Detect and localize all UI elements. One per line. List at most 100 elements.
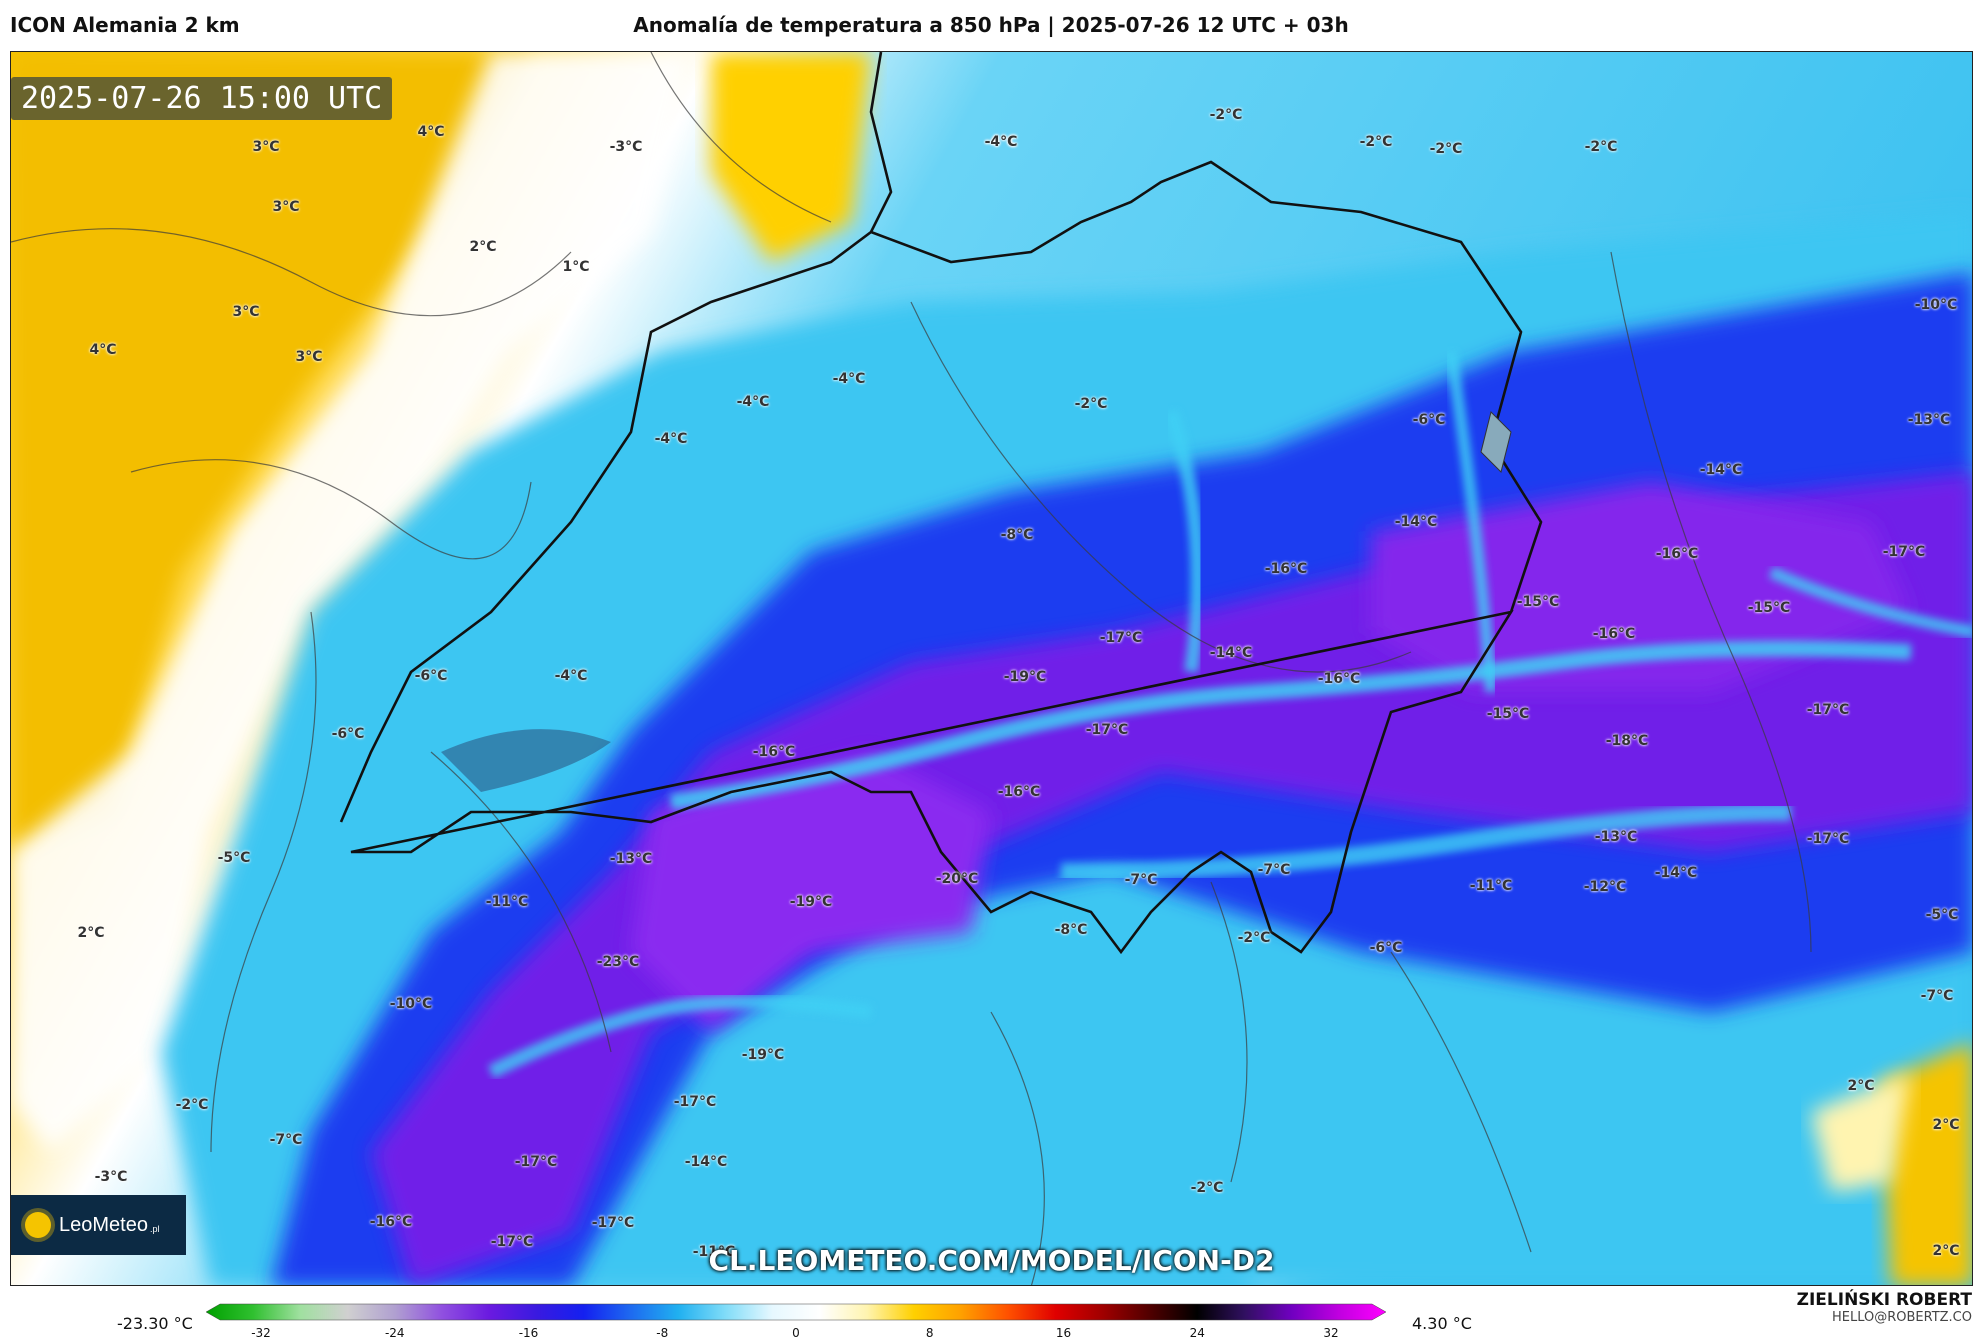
temperature-label: -2°C xyxy=(1074,396,1108,412)
temperature-label: -16°C xyxy=(369,1214,413,1230)
temperature-label: -7°C xyxy=(1920,988,1954,1004)
temperature-label: -17°C xyxy=(514,1154,558,1170)
temperature-label: -16°C xyxy=(997,784,1041,800)
temperature-label: -17°C xyxy=(673,1094,717,1110)
temperature-label: -2°C xyxy=(1190,1180,1224,1196)
temperature-label: -19°C xyxy=(1003,669,1047,685)
temperature-label: -17°C xyxy=(1085,722,1129,738)
colorbar-tick-label: 0 xyxy=(792,1326,800,1340)
temperature-label: -4°C xyxy=(554,668,588,684)
temperature-label: -7°C xyxy=(269,1132,303,1148)
author-name: ZIELIŃSKI ROBERT xyxy=(1796,1290,1972,1310)
temperature-label: 2°C xyxy=(469,239,497,255)
temperature-label: -6°C xyxy=(331,726,365,742)
colorbar: -23.30 °C -32 -24 -16 -8 0 8 16 24 32 4.30 °C xyxy=(0,1298,1982,1340)
temperature-label: -14°C xyxy=(1699,462,1743,478)
temperature-label: -8°C xyxy=(1000,527,1034,543)
temperature-label: -11°C xyxy=(485,894,529,910)
temperature-label: -10°C xyxy=(1914,297,1958,313)
temperature-label: 3°C xyxy=(232,304,260,320)
temperature-label: 1°C xyxy=(562,259,590,275)
colorbar-tick-label: -24 xyxy=(384,1326,405,1340)
temperature-label: -5°C xyxy=(217,850,251,866)
temperature-label: 2°C xyxy=(1932,1243,1960,1259)
temperature-label: -16°C xyxy=(1592,626,1636,642)
temperature-label: -2°C xyxy=(1429,141,1463,157)
temperature-label: -2°C xyxy=(1209,107,1243,123)
temperature-label: 3°C xyxy=(272,199,300,215)
temperature-label: -16°C xyxy=(1655,546,1699,562)
temperature-label: -14°C xyxy=(1209,645,1253,661)
leometeo-logo: LeoMeteo .pl xyxy=(11,1195,186,1255)
temperature-label: 4°C xyxy=(89,342,117,358)
temperature-label: -8°C xyxy=(1054,922,1088,938)
colorbar-tick-label: 16 xyxy=(1055,1326,1072,1340)
temperature-label: -11°C xyxy=(1469,878,1513,894)
colorbar-tick-label: 32 xyxy=(1323,1326,1339,1340)
temperature-label: -23°C xyxy=(596,954,640,970)
anomaly-field xyxy=(11,52,1972,1285)
logo-text: LeoMeteo xyxy=(59,1213,148,1236)
colorbar-max-label: 4.30 °C xyxy=(1412,1314,1472,1333)
temperature-label: -17°C xyxy=(1806,702,1850,718)
temperature-label: -7°C xyxy=(1124,872,1158,888)
colorbar-min-label: -23.30 °C xyxy=(117,1314,193,1333)
temperature-label: -2°C xyxy=(1359,134,1393,150)
temperature-label: -15°C xyxy=(1516,594,1560,610)
temperature-label: -6°C xyxy=(1412,412,1446,428)
temperature-label: -15°C xyxy=(1486,706,1530,722)
temperature-label: 4°C xyxy=(417,124,445,140)
credit: ZIELIŃSKI ROBERT HELLO@ROBERTZ.CO xyxy=(1797,1290,1972,1325)
temperature-label: -20°C xyxy=(935,871,979,887)
temperature-label: -7°C xyxy=(1257,862,1291,878)
lake xyxy=(441,729,611,792)
valid-time-stamp: 2025-07-26 15:00 UTC xyxy=(11,77,393,120)
temperature-label: 2°C xyxy=(1932,1117,1960,1133)
temperature-label: -18°C xyxy=(1605,733,1649,749)
temperature-label: -13°C xyxy=(609,851,653,867)
temperature-label: -14°C xyxy=(1394,514,1438,530)
temperature-label: -17°C xyxy=(1806,831,1850,847)
temperature-label: -17°C xyxy=(1099,630,1143,646)
temperature-label: -4°C xyxy=(654,431,688,447)
temperature-label: -17°C xyxy=(1882,544,1926,560)
temperature-label: -4°C xyxy=(832,371,866,387)
temperature-label: -13°C xyxy=(1907,412,1951,428)
temperature-label: -19°C xyxy=(741,1047,785,1063)
temperature-label: 2°C xyxy=(77,925,105,941)
temperature-label: -6°C xyxy=(414,668,448,684)
temperature-label: -6°C xyxy=(1369,940,1403,956)
map-title: Anomalía de temperatura a 850 hPa | 2025… xyxy=(633,13,1349,37)
temperature-label: -3°C xyxy=(609,139,643,155)
colorbar-gradient xyxy=(206,1303,1386,1321)
temperature-label: -2°C xyxy=(175,1097,209,1113)
temperature-label: -14°C xyxy=(1654,865,1698,881)
temperature-label: -19°C xyxy=(789,894,833,910)
temperature-label: -16°C xyxy=(752,744,796,760)
temperature-label: -5°C xyxy=(1925,907,1959,923)
temperature-label: -3°C xyxy=(94,1169,128,1185)
temperature-label: -4°C xyxy=(984,134,1018,150)
temperature-label: -16°C xyxy=(1264,561,1308,577)
temperature-label: 2°C xyxy=(1847,1078,1875,1094)
temperature-label: -12°C xyxy=(1583,879,1627,895)
temperature-label: -2°C xyxy=(1584,139,1618,155)
author-email: HELLO@ROBERTZ.CO xyxy=(1831,1310,1972,1325)
temperature-label: -4°C xyxy=(736,394,770,410)
temperature-label: -2°C xyxy=(1237,930,1271,946)
temperature-label: -11°C xyxy=(692,1244,736,1260)
temperature-label: -15°C xyxy=(1747,600,1791,616)
temperature-anomaly-map: 2025-07-26 15:00 UTC 4°C 3°C -3°C -4°C -2°C -… xyxy=(10,51,1973,1286)
colorbar-tick-label: -32 xyxy=(251,1326,271,1340)
colorbar-tick-label: -16 xyxy=(518,1326,539,1340)
temperature-label: -17°C xyxy=(490,1234,534,1250)
temperature-label: -13°C xyxy=(1594,829,1638,845)
temperature-label: 3°C xyxy=(295,349,323,365)
watermark-url: CL.LEOMETEO.COM/MODEL/ICON-D2 xyxy=(708,1244,1275,1277)
colorbar-tick-label: -8 xyxy=(656,1326,669,1340)
temperature-label: -16°C xyxy=(1317,671,1361,687)
colorbar-tick-label: 24 xyxy=(1189,1326,1205,1340)
temperature-label: -17°C xyxy=(591,1215,635,1231)
temperature-label: -14°C xyxy=(684,1154,728,1170)
temperature-label: -10°C xyxy=(389,996,433,1012)
